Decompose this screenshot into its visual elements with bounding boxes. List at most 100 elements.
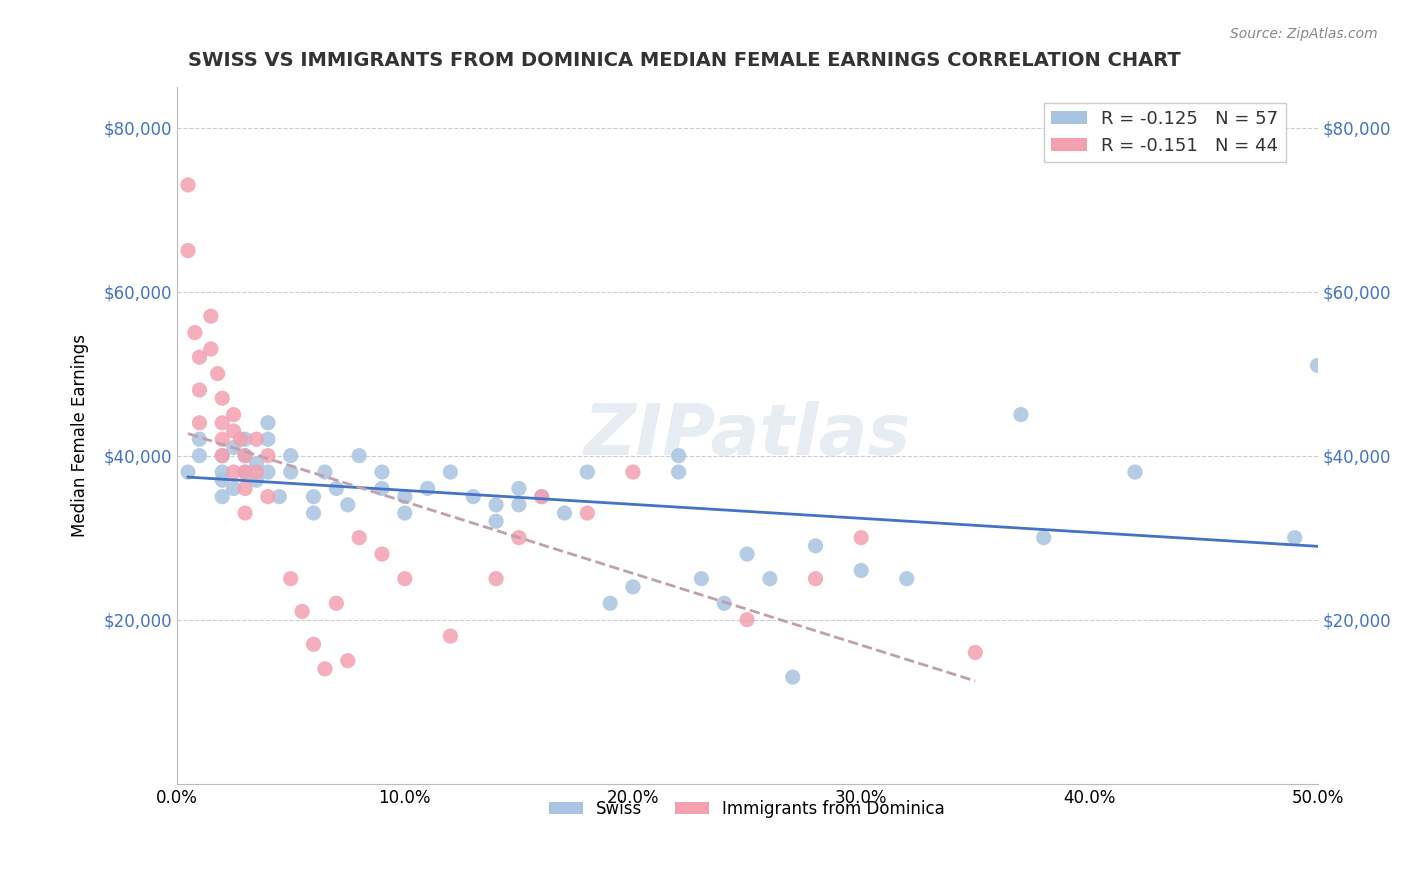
- Point: [245, 465, 267, 479]
- Point: [302, 637, 325, 651]
- Point: [245, 457, 267, 471]
- Point: [188, 383, 211, 397]
- Point: [325, 596, 347, 610]
- Point: [576, 506, 599, 520]
- Point: [508, 531, 530, 545]
- Point: [280, 572, 302, 586]
- Point: [211, 449, 233, 463]
- Point: [257, 432, 280, 446]
- Point: [896, 572, 918, 586]
- Point: [965, 645, 987, 659]
- Point: [394, 490, 416, 504]
- Point: [245, 473, 267, 487]
- Point: [668, 465, 690, 479]
- Point: [1032, 531, 1054, 545]
- Point: [336, 654, 359, 668]
- Point: [257, 465, 280, 479]
- Point: [621, 580, 644, 594]
- Point: [530, 490, 553, 504]
- Point: [690, 572, 713, 586]
- Point: [188, 416, 211, 430]
- Point: [439, 465, 461, 479]
- Point: [485, 572, 508, 586]
- Point: [416, 482, 439, 496]
- Point: [211, 432, 233, 446]
- Point: [211, 449, 233, 463]
- Point: [554, 506, 576, 520]
- Point: [485, 498, 508, 512]
- Point: [735, 613, 758, 627]
- Point: [280, 449, 302, 463]
- Point: [394, 572, 416, 586]
- Point: [233, 432, 256, 446]
- Point: [336, 498, 359, 512]
- Point: [371, 465, 394, 479]
- Point: [530, 490, 553, 504]
- Text: ZIPatlas: ZIPatlas: [583, 401, 911, 469]
- Point: [211, 490, 233, 504]
- Point: [576, 465, 599, 479]
- Point: [314, 662, 336, 676]
- Point: [188, 449, 211, 463]
- Point: [222, 441, 245, 455]
- Point: [211, 465, 233, 479]
- Point: [177, 244, 200, 258]
- Point: [233, 449, 256, 463]
- Point: [1123, 465, 1146, 479]
- Point: [735, 547, 758, 561]
- Point: [200, 309, 222, 323]
- Point: [463, 490, 485, 504]
- Point: [245, 432, 267, 446]
- Point: [222, 424, 245, 438]
- Point: [233, 465, 256, 479]
- Point: [257, 449, 280, 463]
- Point: [371, 547, 394, 561]
- Point: [211, 391, 233, 405]
- Point: [759, 572, 782, 586]
- Point: [229, 432, 252, 446]
- Point: [302, 490, 325, 504]
- Point: [257, 490, 280, 504]
- Point: [439, 629, 461, 643]
- Point: [371, 482, 394, 496]
- Point: [508, 498, 530, 512]
- Point: [1010, 408, 1032, 422]
- Point: [668, 449, 690, 463]
- Point: [804, 539, 827, 553]
- Point: [804, 572, 827, 586]
- Text: Source: ZipAtlas.com: Source: ZipAtlas.com: [1230, 27, 1378, 41]
- Point: [233, 465, 256, 479]
- Text: SWISS VS IMMIGRANTS FROM DOMINICA MEDIAN FEMALE EARNINGS CORRELATION CHART: SWISS VS IMMIGRANTS FROM DOMINICA MEDIAN…: [188, 51, 1181, 70]
- Point: [233, 506, 256, 520]
- Legend: Swiss, Immigrants from Dominica: Swiss, Immigrants from Dominica: [543, 793, 952, 824]
- Point: [177, 465, 200, 479]
- Point: [222, 482, 245, 496]
- Point: [233, 449, 256, 463]
- Point: [508, 482, 530, 496]
- Y-axis label: Median Female Earnings: Median Female Earnings: [72, 334, 89, 537]
- Point: [200, 342, 222, 356]
- Point: [302, 506, 325, 520]
- Point: [222, 408, 245, 422]
- Point: [849, 564, 872, 578]
- Point: [325, 482, 347, 496]
- Point: [782, 670, 804, 684]
- Point: [849, 531, 872, 545]
- Point: [280, 465, 302, 479]
- Point: [347, 531, 370, 545]
- Point: [188, 350, 211, 364]
- Point: [621, 465, 644, 479]
- Point: [177, 178, 200, 192]
- Point: [211, 416, 233, 430]
- Point: [314, 465, 336, 479]
- Point: [599, 596, 621, 610]
- Point: [207, 367, 229, 381]
- Point: [233, 482, 256, 496]
- Point: [188, 432, 211, 446]
- Point: [1306, 359, 1329, 373]
- Point: [1284, 531, 1306, 545]
- Point: [222, 465, 245, 479]
- Point: [211, 473, 233, 487]
- Point: [269, 490, 291, 504]
- Point: [291, 605, 314, 619]
